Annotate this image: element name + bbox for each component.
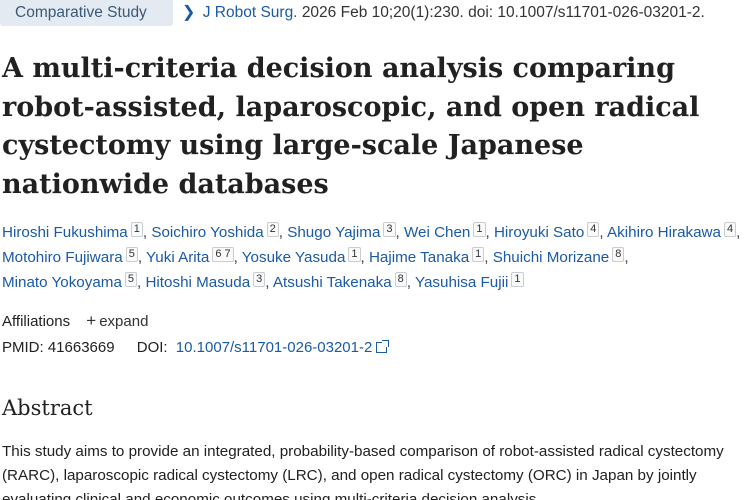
affiliation-number[interactable]: 3 [383,222,396,237]
affiliations-expand-button[interactable]: + expand [86,311,149,330]
author-link[interactable]: Hitoshi Masuda [145,274,251,291]
author-separator: , [265,274,273,291]
article-header-line: Comparative Study ❯ J Robot Surg. 2026 F… [0,0,750,26]
author-item: Shugo Yajima 3 [287,222,396,241]
plus-icon: + [86,311,97,330]
author-separator: , [360,249,369,266]
author-link[interactable]: Yasuhisa Fujii [414,274,509,291]
chevron-right-icon[interactable]: ❯ [182,4,196,21]
author-separator: , [406,274,415,291]
affiliation-number[interactable]: 8 [612,247,625,262]
author-separator: , [484,249,493,266]
article-title: A multi-criteria decision analysis compa… [2,53,700,200]
affiliation-number[interactable]: 8 [394,272,407,287]
abstract-heading: Abstract [2,396,93,420]
pmid-value: 41663669 [47,339,115,356]
author-item: Yuki Arita 6 7 [146,247,234,266]
affiliation-number[interactable]: 1 [348,247,361,262]
author-link[interactable]: Motohiro Fujiwara [2,249,123,266]
affiliations-row: Affiliations + expand [2,311,148,331]
author-link[interactable]: Hiroshi Fukushima [2,224,128,241]
author-item: Minato Yokoyama 5 [2,272,138,291]
affiliation-number[interactable]: 4 [587,222,600,237]
affiliation-number[interactable]: 3 [253,272,266,287]
journal-name-link[interactable]: J Robot Surg. [202,4,298,21]
author-item: Yasuhisa Fujii 1 [414,272,524,291]
author-item: Atsushi Takenaka 8 [272,272,407,291]
doi-label: DOI: [136,339,168,356]
author-link[interactable]: Atsushi Takenaka [272,274,392,291]
author-item: Shuichi Morizane 8 [492,247,625,266]
expand-label: expand [99,313,149,330]
affiliation-number[interactable]: 1 [472,247,485,262]
publication-type-badge[interactable]: Comparative Study [0,0,173,26]
citation-text: 2026 Feb 10;20(1):230. doi: 10.1007/s117… [301,4,705,21]
article-identifiers: PMID: 41663669 DOI: 10.1007/s11701-026-0… [2,339,390,356]
author-separator: , [233,249,242,266]
affiliation-number[interactable]: 5 [124,272,138,287]
author-separator: , [137,274,146,291]
affiliation-number[interactable]: 4 [723,222,737,237]
author-item: Hitoshi Masuda 3 [145,272,266,291]
author-separator: , [485,224,494,241]
author-item: Hiroyuki Sato 4 [493,222,600,241]
affiliations-label: Affiliations [2,313,71,330]
affiliation-number[interactable]: 1 [130,222,143,237]
external-link-icon [376,340,390,353]
author-item: Motohiro Fujiwara 5 [2,247,138,266]
author-link[interactable]: Wei Chen [403,224,471,241]
author-link[interactable]: Yuki Arita [146,249,210,266]
journal-citation: ❯ J Robot Surg. 2026 Feb 10;20(1):230. d… [182,0,705,26]
doi-value: 10.1007/s11701-026-03201-2 [175,339,373,356]
author-separator: , [599,224,608,241]
author-separator: , [137,249,146,266]
authors-list: Hiroshi Fukushima 1, Soichiro Yoshida 2, S… [2,220,747,295]
author-link[interactable]: Shugo Yajima [287,224,381,241]
author-item: Wei Chen 1 [403,222,486,241]
author-item: Akihiro Hirakawa 4 [607,222,737,241]
affiliation-number[interactable]: 5 [125,247,138,262]
author-item: Hiroshi Fukushima 1 [2,222,143,241]
author-separator: , [278,224,288,241]
author-separator: , [142,224,152,241]
author-item: Soichiro Yoshida 2 [151,222,279,241]
author-separator: , [395,224,404,241]
doi-link[interactable]: 10.1007/s11701-026-03201-2 [175,339,390,356]
author-item: Yosuke Yasuda 1 [241,247,361,266]
author-link[interactable]: Shuichi Morizane [492,249,610,266]
author-link[interactable]: Hiroyuki Sato [493,224,585,241]
author-link[interactable]: Hajime Tanaka [368,249,470,266]
author-separator: , [624,249,629,266]
author-item: Hajime Tanaka 1 [368,247,485,266]
pmid-label: PMID: [2,339,44,356]
author-link[interactable]: Akihiro Hirakawa [607,224,721,241]
author-link[interactable]: Minato Yokoyama [2,274,122,291]
affiliation-number[interactable]: 1 [473,222,486,237]
affiliation-number[interactable]: 1 [511,272,524,287]
affiliation-number[interactable]: 2 [266,222,279,237]
author-separator: , [736,224,741,241]
affiliation-number[interactable]: 6 7 [212,247,234,262]
author-link[interactable]: Soichiro Yoshida [151,224,264,241]
author-link[interactable]: Yosuke Yasuda [241,249,346,266]
abstract-text: This study aims to provide an integrated… [2,443,724,500]
